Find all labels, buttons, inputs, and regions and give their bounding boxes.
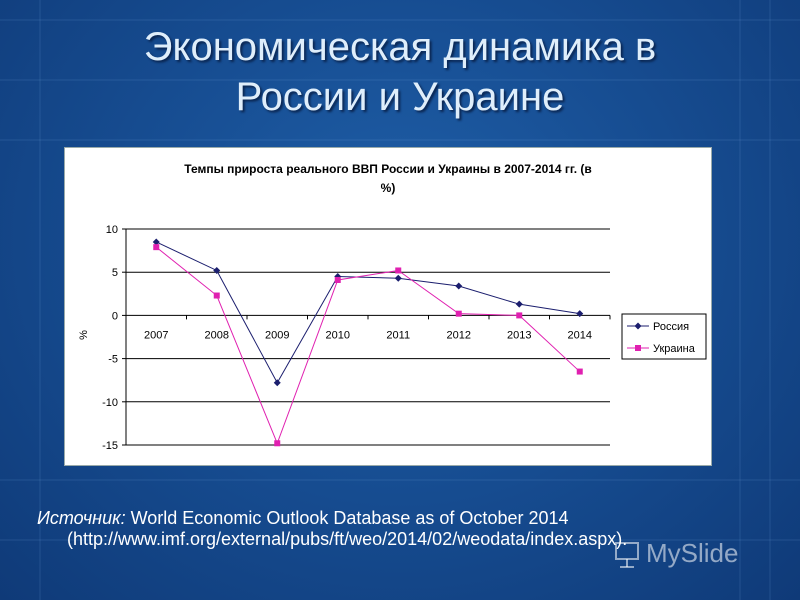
slide-title-line1: Экономическая динамика в [143,25,657,69]
x-tick-label: 2012 [447,329,471,341]
y-tick-label: -15 [102,440,118,452]
source-url[interactable]: (http://www.imf.org/external/pubs/ft/weo… [67,529,628,549]
x-tick-label: 2014 [568,329,592,341]
x-tick-label: 2010 [326,329,350,341]
slide-title-line2: России и Украине [235,75,565,119]
y-axis-label: % [78,330,90,340]
series-1-point [455,282,463,290]
legend-label-1: Россия [653,321,689,333]
gdp-growth-chart: Темпы прироста реального ВВП России и Ук… [78,162,707,452]
series-line-1 [156,241,580,384]
y-tick-label: 0 [112,310,118,322]
series-2-point [274,440,281,447]
series-2-point [334,276,341,283]
series-2-point [153,244,160,251]
x-tick-label: 2007 [144,329,168,341]
series-1-point [576,310,584,318]
source-note: Источник: World Economic Outlook Databas… [37,508,757,550]
legend-marker-2 [635,345,641,351]
series-1-point [515,300,523,308]
legend-marker-1 [634,322,642,330]
x-tick-label: 2009 [265,329,289,341]
series-2-point [455,310,462,317]
legend-label-2: Украина [653,343,696,355]
series-2-point [213,292,220,299]
source-text: World Economic Outlook Database as of Oc… [125,508,569,528]
x-tick-label: 2013 [507,329,531,341]
x-tick-label: 2008 [205,329,229,341]
source-label: Источник: [37,508,126,528]
watermark-text: MySlide [646,538,739,568]
series-1-point [334,273,342,281]
presentation-board-icon [615,541,639,568]
series-1-point [152,238,160,246]
watermark: MySlide [612,538,738,569]
series-1-point [213,266,221,274]
y-tick-label: 5 [112,267,118,279]
y-tick-label: 10 [106,224,118,236]
y-tick-label: -10 [102,397,118,409]
y-tick-label: -5 [108,354,118,366]
chart-title-line1: Темпы прироста реального ВВП России и Ук… [184,162,592,176]
chart-title-line2: %) [381,181,396,195]
chart-panel: Темпы прироста реального ВВП России и Ук… [64,147,712,466]
legend-box [621,313,707,360]
legend: Россия Украина [621,313,707,360]
series-1-point [273,379,281,387]
series-2-point [516,312,523,319]
series-2-point [576,368,583,375]
series-line-2 [155,246,581,445]
series-1-point [394,274,402,282]
x-tick-label: 2011 [386,329,410,341]
series-2-point [395,267,402,274]
slide-title: Экономическая динамика в России и Украин… [60,22,740,122]
plot-area: 10 5 0 -5 -10 -15 2007 2008 2009 2010 2011 2012 2013… [102,224,611,452]
